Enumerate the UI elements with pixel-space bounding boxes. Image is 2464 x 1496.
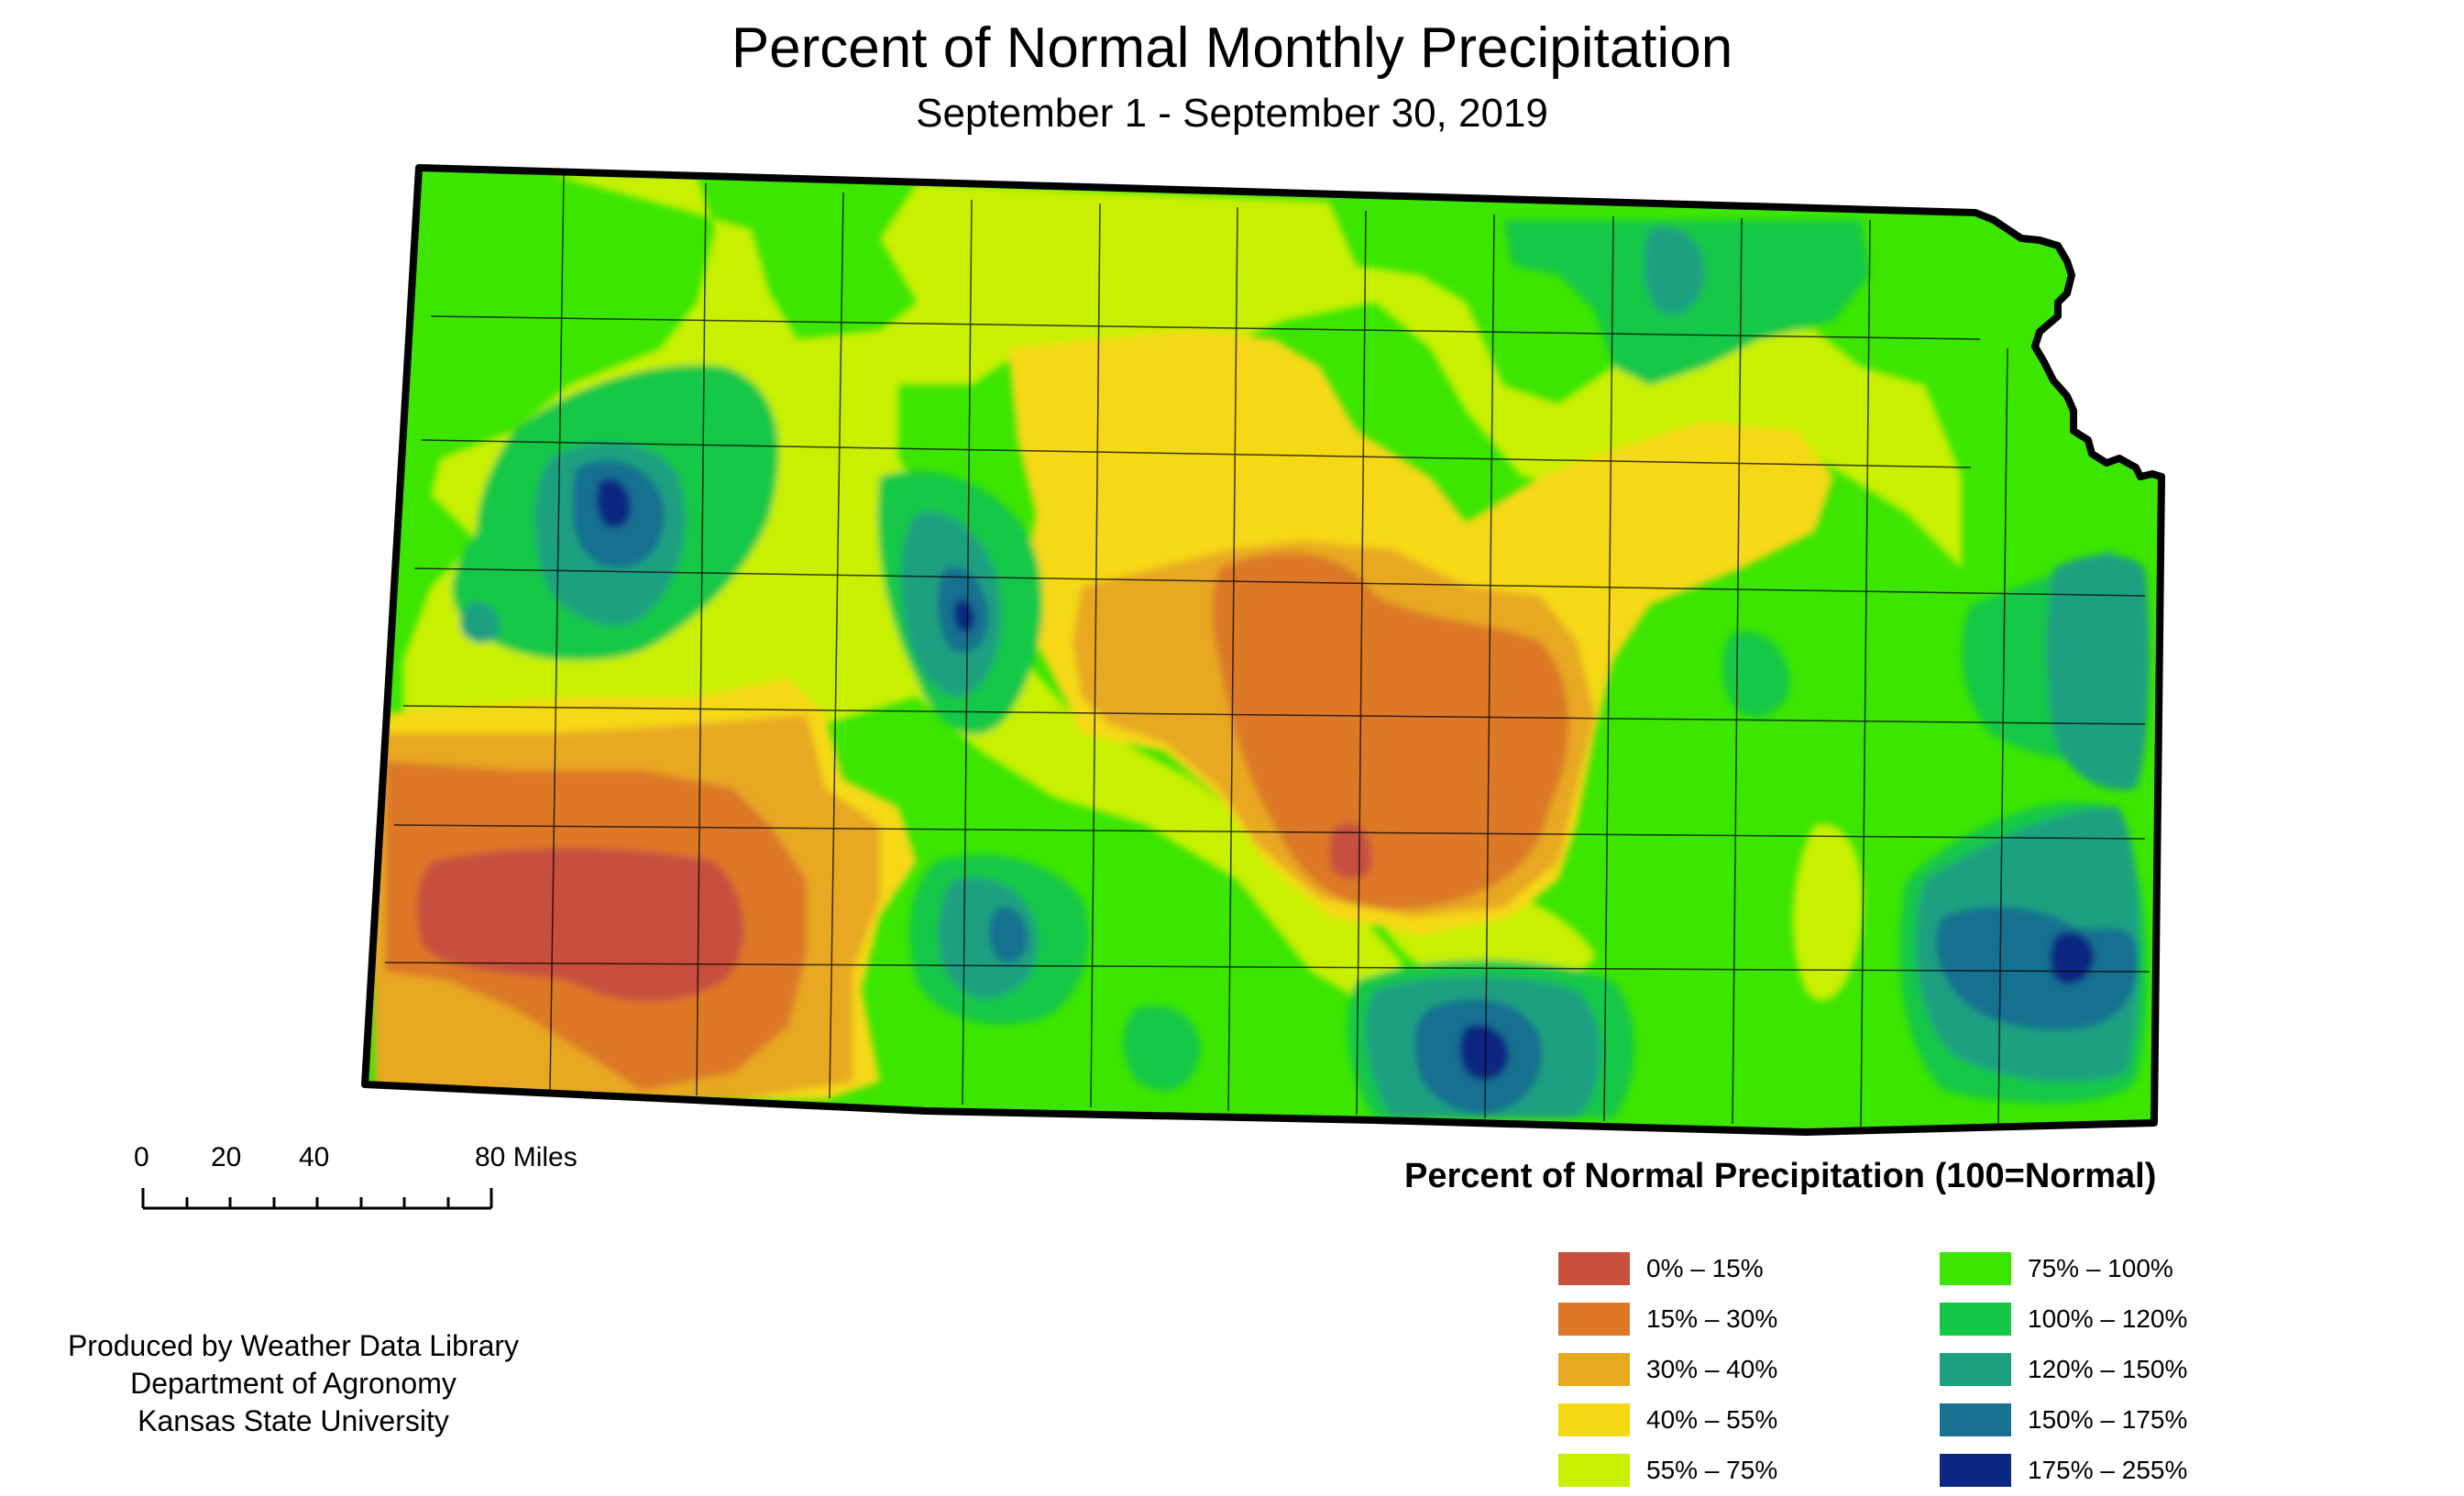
legend-label: 40% – 55% [1646,1405,1778,1434]
legend-item-175-255: 175% – 255% [1940,1454,2187,1487]
legend-swatch [1940,1454,2011,1487]
legend-swatch [1558,1454,1630,1487]
legend-item-0-15: 0% – 15% [1558,1252,1764,1285]
legend-label: 120% – 150% [2028,1355,2188,1383]
legend-swatch [1558,1403,1630,1436]
scale-label-0: 0 [134,1142,149,1172]
legend-item-120-150: 120% – 150% [1940,1353,2187,1386]
scale-label-80-miles: 80 Miles [475,1142,578,1172]
scale-label-20: 20 [211,1142,242,1172]
legend-item-40-55: 40% – 55% [1558,1403,1777,1436]
credit-line-university: Kansas State University [138,1404,449,1437]
legend-swatch [1940,1353,2011,1386]
legend-swatch [1940,1303,2011,1336]
kansas-state-border [361,164,2165,1136]
legend-label: 150% – 175% [2028,1405,2188,1434]
county-lines [365,168,2150,1128]
legend-swatch [1940,1252,2011,1285]
legend-swatch [1558,1252,1630,1285]
legend-item-100-120: 100% – 120% [1940,1303,2187,1336]
credit-line-producer: Produced by Weather Data Library [67,1329,520,1362]
legend-label: 100% – 120% [2028,1304,2188,1333]
legend-label: 55% – 75% [1646,1456,1778,1484]
legend-label: 175% – 255% [2028,1456,2188,1484]
legend-title: Percent of Normal Precipitation (100=Nor… [1404,1157,2157,1195]
legend-item-15-30: 15% – 30% [1558,1303,1777,1336]
legend-label: 15% – 30% [1646,1304,1778,1333]
legend-swatch [1558,1353,1630,1386]
map-subtitle: September 1 - September 30, 2019 [916,91,1548,136]
map-title: Percent of Normal Monthly Precipitation [731,16,1733,80]
scale-label-40: 40 [299,1142,330,1172]
precipitation-contours [365,168,2162,1132]
legend-label: 0% – 15% [1646,1254,1764,1282]
credit-block: Produced by Weather Data Library Departm… [55,1327,532,1440]
scale-bar [141,1188,493,1210]
legend-swatch [1940,1403,2011,1436]
legend-label: 75% – 100% [2028,1254,2173,1282]
legend-label: 30% – 40% [1646,1355,1778,1383]
legend-item-30-40: 30% – 40% [1558,1353,1777,1386]
legend-swatch [1558,1303,1630,1336]
legend-item-75-100: 75% – 100% [1940,1252,2173,1285]
legend-item-150-175: 150% – 175% [1940,1403,2187,1436]
credit-line-department: Department of Agronomy [130,1367,456,1400]
legend-item-55-75: 55% – 75% [1558,1454,1777,1487]
